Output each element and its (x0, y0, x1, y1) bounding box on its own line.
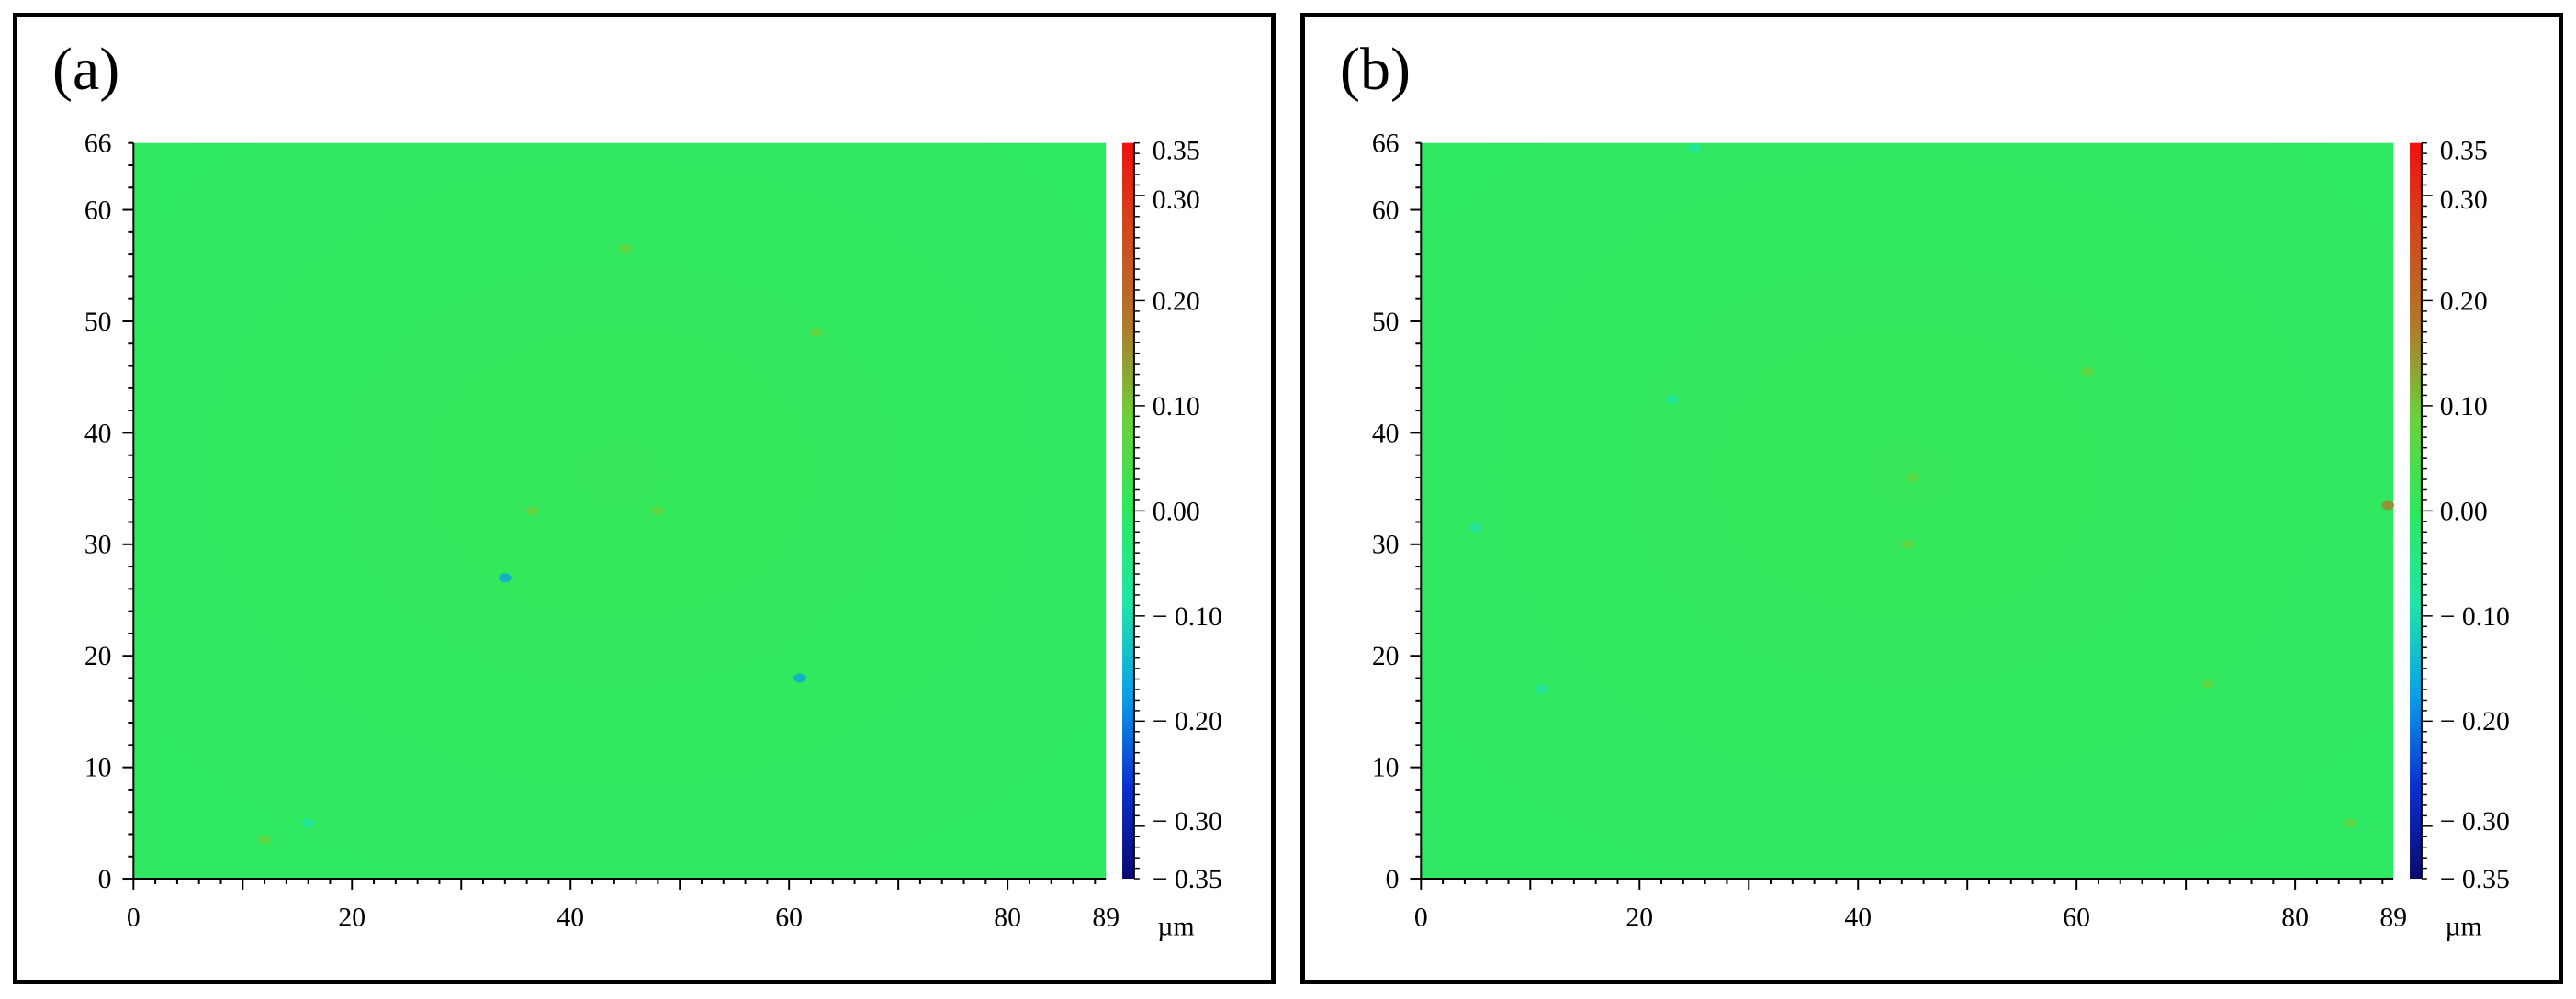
colorbar-tick-label: 0.20 (2440, 286, 2488, 316)
x-tick-label: 60 (775, 904, 803, 933)
surface-feature (2201, 679, 2214, 689)
y-tick-label: 60 (84, 196, 112, 225)
colorbar-tick-label: 0.20 (1153, 286, 1200, 316)
surface-feature (1687, 143, 1701, 153)
y-tick-label: 66 (1372, 129, 1400, 159)
surface-feature (618, 244, 632, 253)
panel-a: (a) 0 10 20 30 40 50 60 66 0 20 40 60 80 89 µm 0.35 0.30… (13, 13, 1276, 984)
chart-b-svg: 0 10 20 30 40 50 60 66 0 20 40 60 80 89 µm 0.35 0.30 0.20… (1372, 129, 2510, 942)
colorbar (2410, 142, 2422, 880)
y-tick-label: 30 (84, 531, 112, 560)
y-tick-label: 50 (84, 308, 112, 337)
surface-feature (1535, 684, 1548, 694)
height-map-surface (133, 142, 1107, 880)
chart-a-svg: 0 10 20 30 40 50 60 66 0 20 40 60 80 89 µm 0.35 0.30 0.20… (84, 129, 1222, 942)
x-tick-label: 0 (127, 904, 141, 933)
colorbar-tick-label: − 0.35 (1153, 865, 1222, 894)
x-tick-label: 20 (338, 904, 366, 933)
y-tick-label: 50 (1372, 308, 1400, 337)
surface-feature (2081, 366, 2095, 376)
y-tick-label: 20 (1372, 642, 1400, 671)
surface-feature (1900, 539, 1914, 549)
surface-feature (258, 835, 272, 845)
y-tick-label: 30 (1372, 531, 1400, 560)
x-tick-label: 89 (2379, 904, 2407, 933)
y-tick-label: 20 (84, 642, 112, 671)
surface-feature (301, 818, 315, 828)
surface-feature (2343, 818, 2357, 828)
colorbar-tick-label: 0.30 (2440, 185, 2488, 215)
surface-feature (1666, 395, 1679, 404)
y-tick-label: 40 (84, 419, 112, 448)
surface-feature (793, 673, 807, 683)
y-tick-label: 60 (1372, 196, 1400, 225)
colorbar-tick-label: 0.10 (1153, 392, 1200, 421)
y-tick-label: 0 (1386, 865, 1400, 894)
surface-feature (1906, 472, 1919, 482)
surface-feature (525, 506, 539, 516)
colorbar (1122, 142, 1134, 880)
y-tick-label: 0 (98, 865, 112, 894)
surface-feature (2381, 500, 2395, 511)
colorbar-tick-label: 0.35 (2440, 137, 2488, 166)
x-tick-label: 40 (1844, 904, 1872, 933)
colorbar-tick-label: − 0.35 (2440, 865, 2510, 894)
surface-feature (651, 506, 665, 516)
colorbar-tick-label: 0.00 (2440, 497, 2488, 526)
panel-label: (a) (52, 36, 120, 103)
surface-feature (1468, 522, 1482, 533)
colorbar-tick-label: 0.35 (1153, 137, 1200, 166)
colorbar-tick-label: − 0.30 (1153, 807, 1222, 836)
x-tick-label: 20 (1625, 904, 1653, 933)
colorbar-tick-label: 0.10 (2440, 392, 2488, 421)
x-tick-label: 40 (557, 904, 584, 933)
y-tick-label: 40 (1372, 419, 1400, 448)
x-unit-label: µm (2445, 912, 2481, 941)
x-tick-label: 0 (1414, 904, 1428, 933)
surface-feature (809, 328, 823, 338)
colorbar-tick-label: 0.00 (1153, 497, 1200, 526)
colorbar-tick-label: 0.30 (1153, 185, 1200, 215)
colorbar-tick-label: − 0.20 (2440, 707, 2510, 736)
x-tick-label: 80 (2281, 904, 2309, 933)
y-tick-label: 10 (84, 754, 112, 783)
colorbar-tick-label: − 0.20 (1153, 707, 1222, 736)
y-tick-label: 66 (84, 129, 112, 159)
panel-b: (b) 0 10 20 30 40 50 60 66 0 20 40 60 80 89 µm 0.35 0.30… (1300, 13, 2563, 984)
x-tick-label: 89 (1092, 904, 1119, 933)
surface-feature (498, 573, 512, 583)
panel-label: (b) (1340, 36, 1411, 103)
x-tick-label: 60 (2063, 904, 2090, 933)
x-unit-label: µm (1157, 912, 1194, 941)
x-tick-label: 80 (994, 904, 1021, 933)
y-tick-label: 10 (1372, 754, 1400, 783)
height-map-surface (1421, 142, 2394, 880)
colorbar-tick-label: − 0.30 (2440, 807, 2510, 836)
colorbar-tick-label: − 0.10 (2440, 602, 2510, 632)
colorbar-tick-label: − 0.10 (1153, 602, 1222, 632)
